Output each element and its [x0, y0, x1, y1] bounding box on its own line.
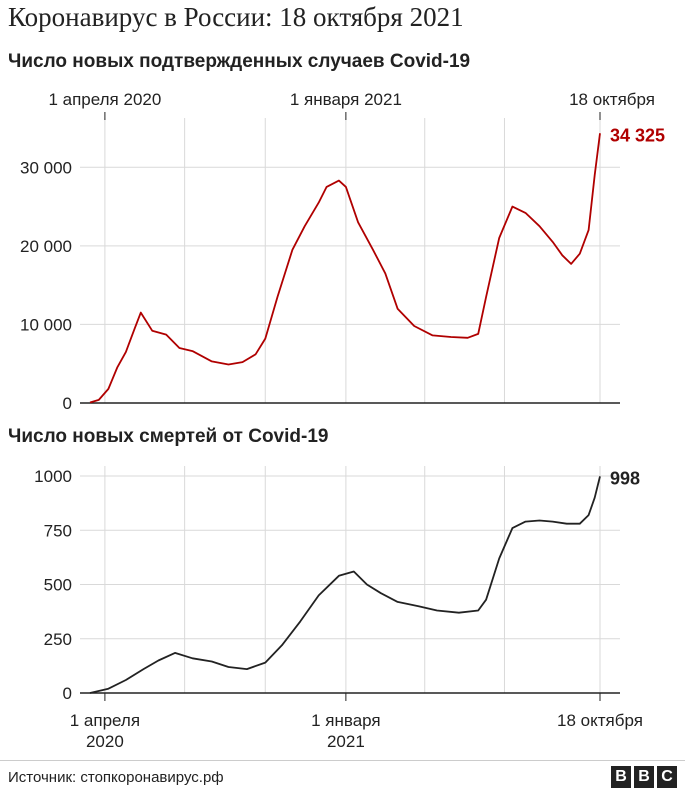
bbc-logo: B B C — [611, 766, 677, 788]
charts-canvas: 0 10 000 20 000 30 000 1 апреля 2020 1 января… — [20, 90, 665, 751]
x-tick-label: 1 апреля 2020 — [48, 90, 161, 109]
source-note: Источник: стопкоронавирус.рф — [8, 769, 224, 786]
y-tick-label: 0 — [63, 394, 72, 413]
y-tick-label: 500 — [44, 576, 72, 595]
x-tick-label: 1 января 2021 — [290, 90, 402, 109]
deaths-chart-title: Число новых смертей от Covid-19 — [8, 426, 329, 447]
deaths-end-label: 998 — [610, 468, 640, 488]
page-title: Коронавирус в России: 18 октября 2021 — [8, 2, 464, 32]
cases-end-label: 34 325 — [610, 125, 665, 145]
bbc-logo-letter: C — [657, 766, 677, 788]
x-tick-label: 1 апреля 2020 — [70, 711, 140, 751]
x-tick-label: 18 октября — [569, 90, 655, 109]
x-tick-label: 18 октября — [557, 711, 643, 730]
y-tick-label: 750 — [44, 521, 72, 540]
y-tick-label: 1000 — [34, 467, 72, 486]
x-tick-label: 1 января 2021 — [311, 711, 381, 751]
y-tick-label: 30 000 — [20, 158, 72, 177]
bbc-logo-letter: B — [634, 766, 654, 788]
y-tick-label: 20 000 — [20, 237, 72, 256]
cases-chart-title: Число новых подтвержденных случаев Covid… — [8, 51, 471, 72]
y-tick-label: 0 — [63, 684, 72, 703]
y-tick-label: 10 000 — [20, 315, 72, 334]
y-tick-label: 250 — [44, 630, 72, 649]
cases-series-line — [89, 133, 601, 404]
footer-divider — [0, 760, 685, 761]
bbc-logo-letter: B — [611, 766, 631, 788]
deaths-series-line — [89, 476, 601, 694]
